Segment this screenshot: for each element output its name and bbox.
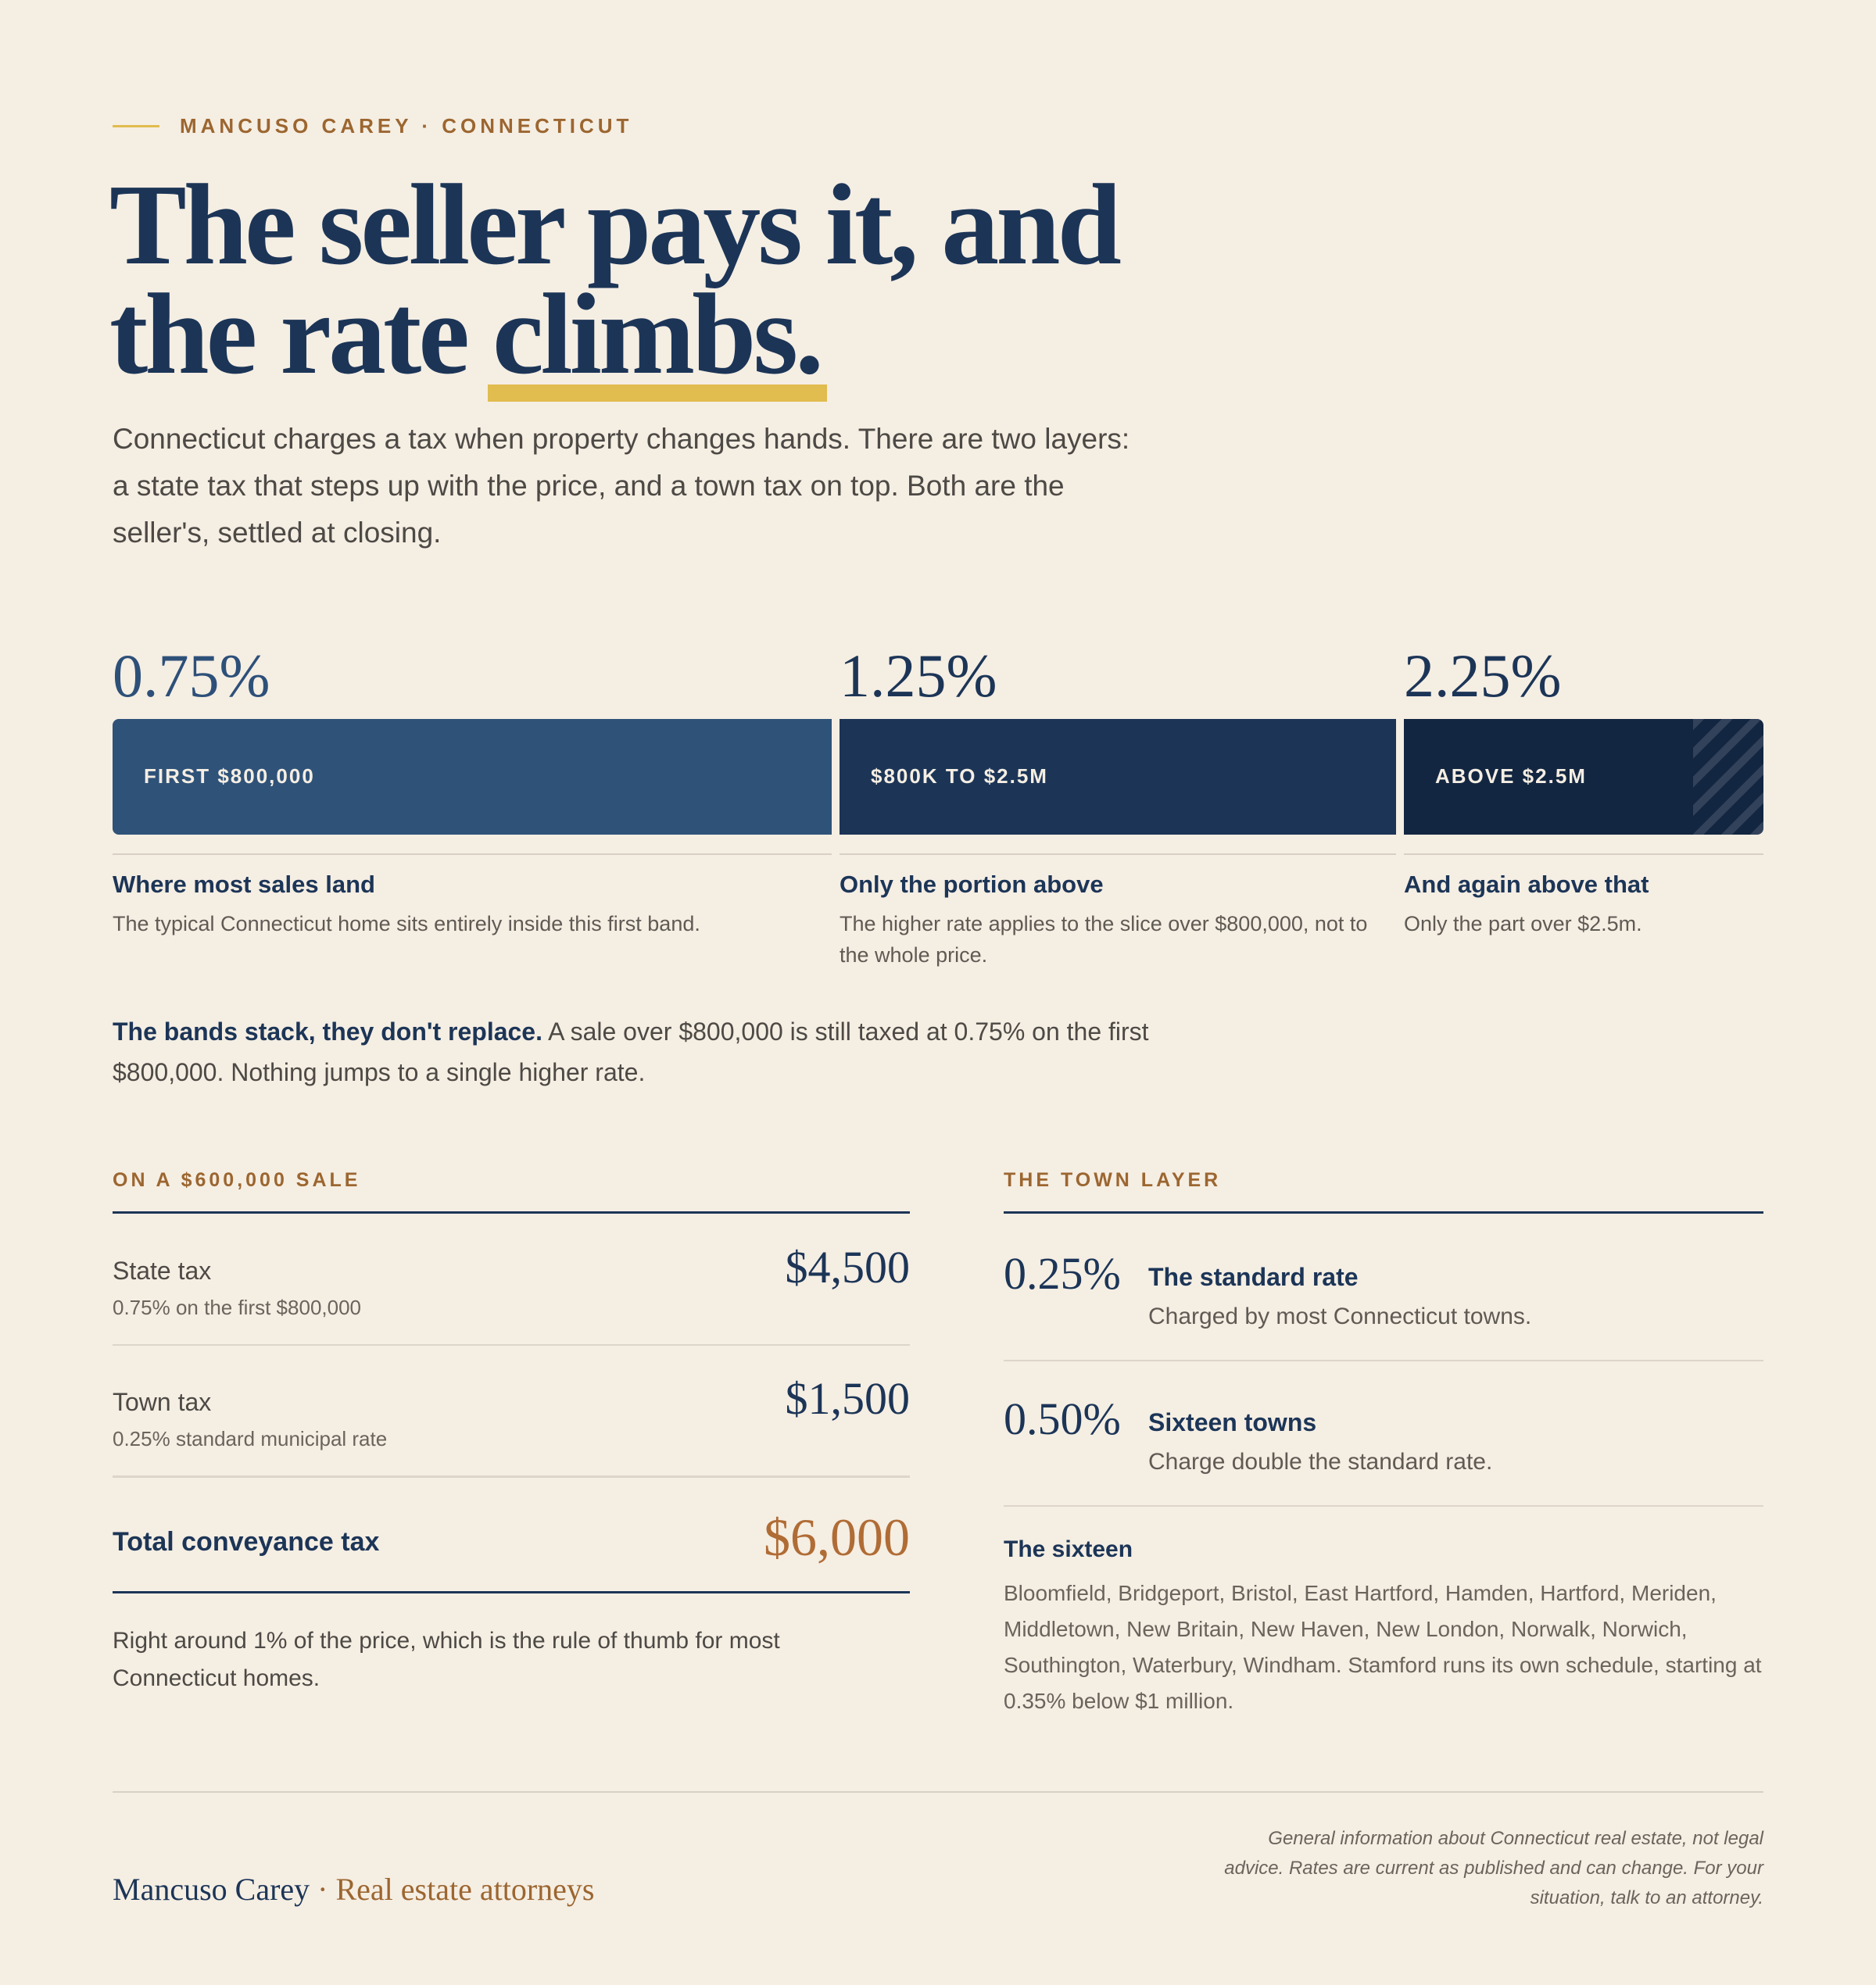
row-divider: [1004, 1360, 1763, 1361]
town-standard-desc: Charged by most Connecticut towns.: [1148, 1304, 1532, 1329]
band-800k-to-2-5m: $800K TO $2.5M: [840, 719, 1396, 835]
band-desc-1: The typical Connecticut home sits entire…: [113, 912, 700, 935]
total-value: $6,000: [764, 1508, 910, 1567]
example-bottom-rule: [113, 1591, 910, 1593]
brand-separator: ·: [310, 1872, 336, 1907]
sixteen-towns-list: Bloomfield, Bridgeport, Bristol, East Ha…: [1004, 1581, 1762, 1713]
town-double-title: Sixteen towns: [1148, 1408, 1317, 1436]
headline-line2-start: the rate: [109, 270, 492, 399]
state-tax-sub: 0.75% on the first $800,000: [113, 1296, 362, 1319]
footer-disclaimer: General information about Connecticut re…: [1224, 1828, 1763, 1908]
town-tax-label: Town tax: [113, 1388, 212, 1416]
example-label: ON A $600,000 SALE: [113, 1169, 361, 1191]
town-layer: THE TOWN LAYER 0.25% The standard rate C…: [1004, 0, 1763, 1766]
band-hatch-pattern: [1693, 719, 1763, 835]
town-double-desc: Charge double the standard rate.: [1148, 1449, 1493, 1475]
band-heading-2: Only the portion above: [840, 871, 1104, 898]
brand-name: Mancuso Carey: [113, 1872, 310, 1907]
headline-line1: The seller pays it, and: [109, 161, 1122, 289]
town-tax-value: $1,500: [785, 1373, 911, 1424]
band-rate-1: 0.75%: [113, 642, 270, 710]
total-label: Total conveyance tax: [113, 1527, 380, 1557]
state-tax-label: State tax: [113, 1257, 212, 1285]
stack-note-bold: The bands stack, they don't replace.: [113, 1018, 542, 1046]
band-desc-3: Only the part over $2.5m.: [1404, 912, 1642, 935]
band-heading-1: Where most sales land: [113, 871, 375, 898]
band-desc-2: The higher rate applies to the slice ove…: [840, 912, 1368, 967]
footer-divider: [113, 1791, 1763, 1793]
band-divider: [113, 853, 832, 855]
band-label: $800K TO $2.5M: [871, 764, 1048, 788]
town-top-rule: [1004, 1211, 1763, 1214]
eyebrow: MANCUSO CAREY · CONNECTICUT: [113, 114, 632, 138]
band-rate-3: 2.25%: [1404, 642, 1562, 710]
example-top-rule: [113, 1211, 910, 1214]
intro-paragraph: Connecticut charges a tax when property …: [113, 423, 1130, 549]
band-divider: [1404, 853, 1763, 855]
row-divider: [113, 1344, 910, 1346]
eyebrow-text: MANCUSO CAREY · CONNECTICUT: [180, 114, 633, 138]
band-label: FIRST $800,000: [144, 764, 315, 788]
footer-brand: Mancuso Carey · Real estate attorneys: [113, 1871, 594, 1908]
row-divider: [1004, 1505, 1763, 1507]
town-tax-sub: 0.25% standard municipal rate: [113, 1427, 388, 1450]
town-rate-double: 0.50%: [1004, 1393, 1121, 1444]
stack-note: The bands stack, they don't replace. A s…: [113, 1011, 1223, 1093]
band-first-800k: FIRST $800,000: [113, 719, 832, 835]
town-standard-title: The standard rate: [1148, 1263, 1359, 1291]
band-label: ABOVE $2.5M: [1435, 764, 1587, 788]
town-rate-standard: 0.25%: [1004, 1248, 1121, 1299]
state-tax-value: $4,500: [785, 1242, 911, 1293]
row-divider: [113, 1475, 910, 1478]
sixteen-heading: The sixteen: [1004, 1536, 1133, 1562]
stack-note-rest: A sale over $800,000 is still taxed at 0…: [113, 1018, 1149, 1086]
band-divider: [840, 853, 1396, 855]
town-layer-label: THE TOWN LAYER: [1004, 1169, 1222, 1191]
band-rate-2: 1.25%: [840, 642, 997, 710]
eyebrow-rule: [113, 125, 159, 127]
example-table: State tax 0.75% on the first $800,000 $4…: [113, 0, 910, 1641]
rule-of-thumb-note: Right around 1% of the price, which is t…: [113, 1628, 780, 1691]
brand-tagline: Real estate attorneys: [335, 1872, 595, 1907]
band-heading-3: And again above that: [1404, 871, 1649, 898]
band-above-2-5m: ABOVE $2.5M: [1404, 719, 1763, 835]
